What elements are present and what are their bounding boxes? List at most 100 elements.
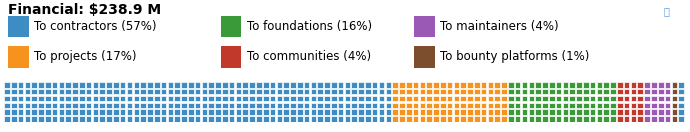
Bar bbox=[284, 89, 289, 95]
Bar bbox=[113, 82, 119, 88]
Bar bbox=[127, 103, 132, 108]
Bar bbox=[502, 109, 507, 115]
Bar bbox=[678, 109, 684, 115]
Bar bbox=[181, 109, 187, 115]
Bar bbox=[664, 89, 670, 95]
Bar bbox=[277, 82, 282, 88]
Bar bbox=[45, 116, 50, 122]
Bar bbox=[331, 96, 337, 101]
Bar bbox=[134, 103, 139, 108]
Bar bbox=[304, 82, 309, 88]
Bar bbox=[113, 109, 119, 115]
Bar bbox=[365, 89, 371, 95]
Bar bbox=[562, 82, 568, 88]
Bar bbox=[263, 82, 268, 88]
Bar bbox=[515, 103, 520, 108]
Bar bbox=[481, 82, 486, 88]
Bar bbox=[651, 103, 657, 108]
Bar bbox=[195, 96, 200, 101]
Bar bbox=[242, 109, 248, 115]
Bar bbox=[270, 103, 275, 108]
Bar bbox=[256, 96, 262, 101]
Bar bbox=[610, 109, 616, 115]
Bar bbox=[127, 116, 132, 122]
Bar bbox=[317, 103, 323, 108]
Bar bbox=[488, 96, 493, 101]
Bar bbox=[481, 89, 486, 95]
Bar bbox=[610, 96, 616, 101]
Bar bbox=[324, 109, 330, 115]
Bar bbox=[113, 116, 119, 122]
Bar bbox=[324, 82, 330, 88]
Bar bbox=[344, 116, 351, 122]
Bar bbox=[631, 89, 636, 95]
Bar bbox=[351, 82, 357, 88]
Bar bbox=[59, 96, 64, 101]
Bar bbox=[331, 89, 337, 95]
Bar bbox=[597, 82, 602, 88]
Bar bbox=[79, 96, 85, 101]
Bar bbox=[617, 96, 622, 101]
Bar bbox=[297, 116, 302, 122]
Bar bbox=[386, 96, 391, 101]
Bar bbox=[317, 109, 323, 115]
Bar bbox=[535, 89, 541, 95]
Bar bbox=[208, 96, 214, 101]
Bar bbox=[168, 103, 173, 108]
Bar bbox=[284, 116, 289, 122]
Bar bbox=[467, 82, 473, 88]
Bar bbox=[433, 109, 439, 115]
Bar bbox=[542, 96, 548, 101]
Bar bbox=[624, 96, 629, 101]
Bar bbox=[201, 116, 207, 122]
Bar bbox=[99, 109, 105, 115]
Bar bbox=[426, 116, 432, 122]
Bar bbox=[134, 109, 139, 115]
Bar bbox=[18, 103, 23, 108]
Bar bbox=[236, 109, 241, 115]
Bar bbox=[270, 89, 275, 95]
Bar bbox=[562, 109, 568, 115]
Bar bbox=[181, 89, 187, 95]
Bar bbox=[195, 116, 200, 122]
Bar bbox=[45, 89, 50, 95]
Bar bbox=[120, 116, 126, 122]
Bar bbox=[474, 109, 480, 115]
Bar bbox=[92, 103, 98, 108]
Bar bbox=[79, 109, 85, 115]
Bar bbox=[453, 82, 460, 88]
Bar bbox=[351, 116, 357, 122]
Bar bbox=[420, 109, 425, 115]
Bar bbox=[583, 82, 589, 88]
Bar bbox=[66, 96, 71, 101]
Bar bbox=[617, 82, 622, 88]
Bar bbox=[304, 109, 309, 115]
Bar bbox=[236, 116, 241, 122]
Bar bbox=[215, 103, 221, 108]
Bar bbox=[631, 116, 636, 122]
Bar bbox=[529, 89, 534, 95]
Bar bbox=[522, 116, 527, 122]
Bar bbox=[576, 116, 582, 122]
Bar bbox=[583, 109, 589, 115]
Bar bbox=[99, 103, 105, 108]
Bar bbox=[453, 103, 460, 108]
Bar bbox=[127, 109, 132, 115]
Bar bbox=[270, 96, 275, 101]
Bar bbox=[474, 89, 480, 95]
Bar bbox=[310, 109, 316, 115]
Bar bbox=[11, 82, 17, 88]
Bar bbox=[195, 103, 200, 108]
Bar bbox=[86, 96, 92, 101]
Bar bbox=[344, 103, 351, 108]
Bar bbox=[393, 89, 398, 95]
Bar bbox=[644, 96, 650, 101]
Bar bbox=[386, 89, 391, 95]
Bar bbox=[31, 96, 37, 101]
Bar bbox=[671, 116, 677, 122]
Bar bbox=[664, 116, 670, 122]
Bar bbox=[481, 116, 486, 122]
Bar bbox=[617, 103, 622, 108]
Bar bbox=[386, 116, 391, 122]
Bar bbox=[351, 103, 357, 108]
